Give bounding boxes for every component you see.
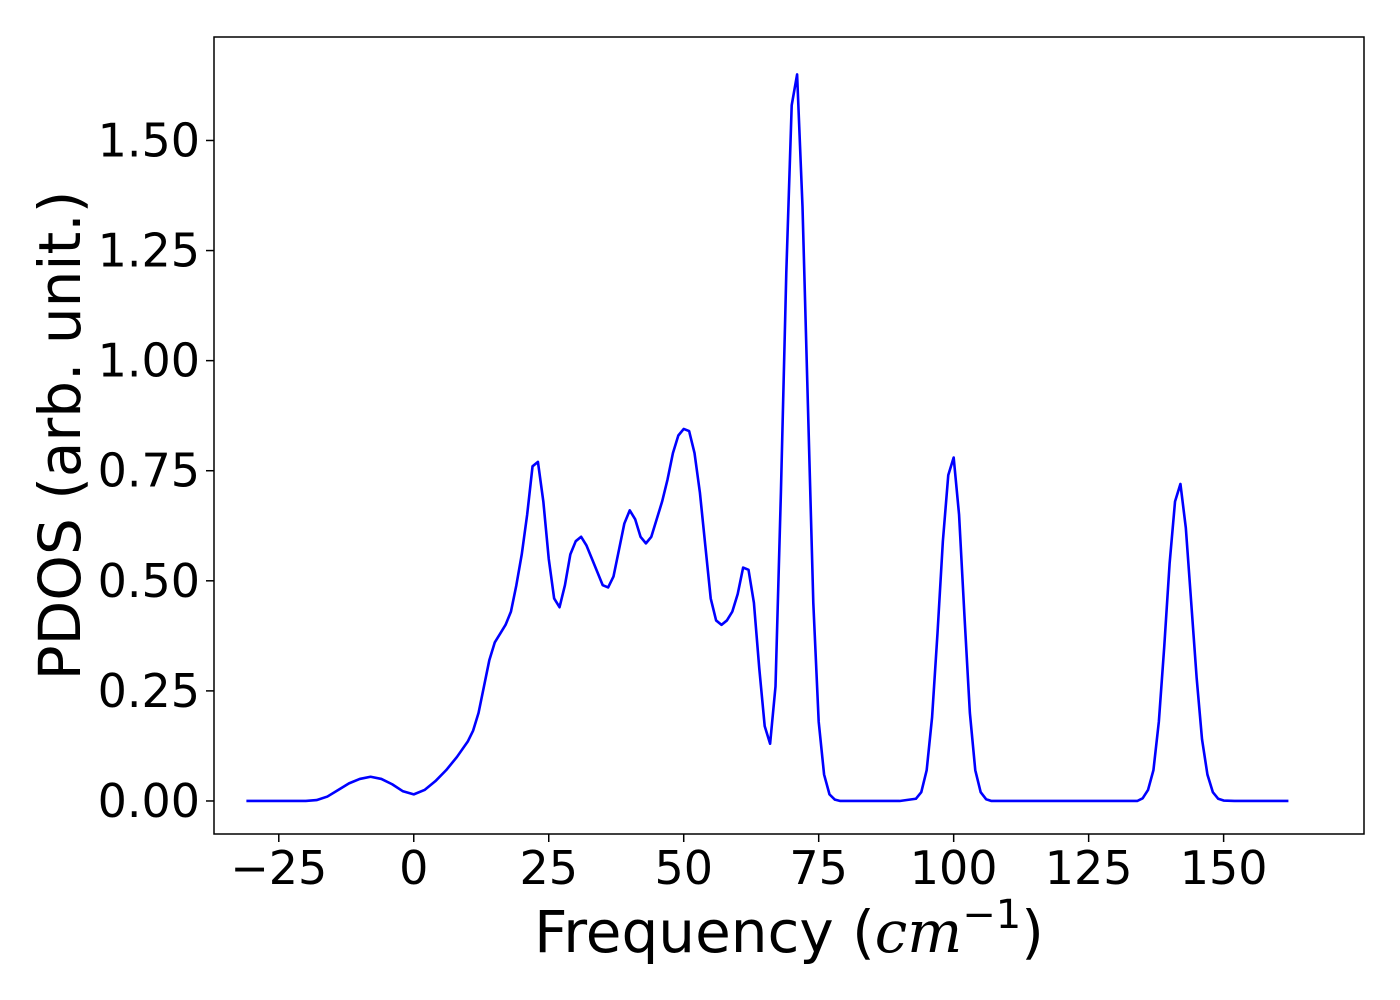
plot-frame xyxy=(213,36,1365,835)
x-tick-label: 125 xyxy=(1045,841,1133,895)
y-tick-label: 0.25 xyxy=(98,664,200,718)
x-tick-label: 75 xyxy=(789,841,848,895)
x-tick-label: 0 xyxy=(399,841,428,895)
y-tick-label: 0.75 xyxy=(98,444,200,498)
y-tick-label: 1.25 xyxy=(98,224,200,278)
x-axis-title: Frequency (cm−1) xyxy=(534,892,1044,966)
x-tick-label: −25 xyxy=(230,841,327,895)
y-tick-label: 1.50 xyxy=(98,113,200,167)
ticks-layer: −25 0 25 50 75 100 125 150 0.00 0.25 0.50 0.75 1.00 1… xyxy=(98,113,1268,895)
series-layer xyxy=(246,73,1289,803)
x-axis-title-math: cm xyxy=(875,898,962,966)
x-axis-title-exponent: −1 xyxy=(962,892,1021,938)
x-axis-title-text: Frequency ( xyxy=(534,898,875,966)
x-tick-label: 150 xyxy=(1180,841,1268,895)
x-tick-label: 100 xyxy=(910,841,998,895)
y-tick-label: 1.00 xyxy=(98,334,200,388)
x-tick-label: 25 xyxy=(519,841,578,895)
y-axis-title: PDOS (arb. unit.) xyxy=(26,191,94,681)
x-axis-title-close: ) xyxy=(1021,898,1044,966)
pdos-series-line xyxy=(246,73,1289,803)
x-tick-label: 50 xyxy=(654,841,713,895)
y-tick-label: 0.00 xyxy=(98,774,200,828)
y-tick-label: 0.50 xyxy=(98,554,200,608)
